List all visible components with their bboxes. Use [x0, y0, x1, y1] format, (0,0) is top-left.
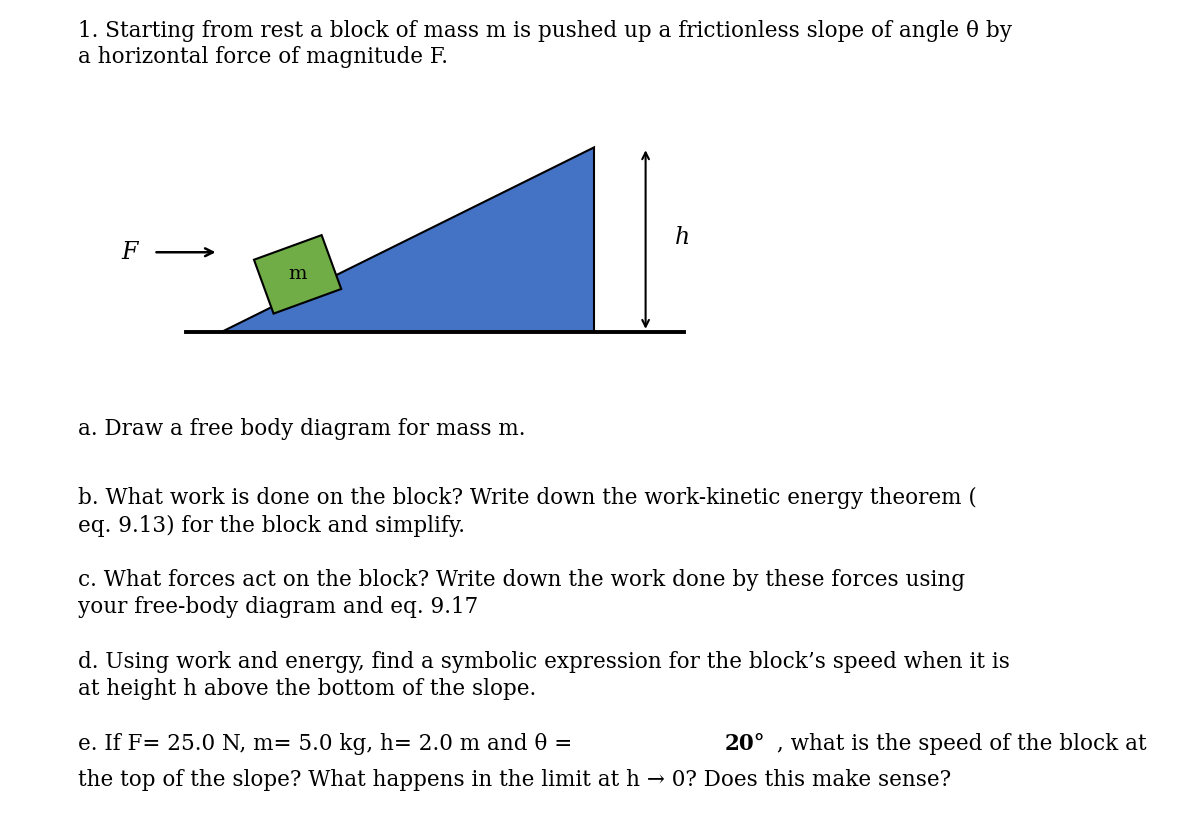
Text: , what is the speed of the block at: , what is the speed of the block at: [776, 733, 1146, 755]
Polygon shape: [222, 147, 594, 332]
Text: a. Draw a free body diagram for mass m.: a. Draw a free body diagram for mass m.: [78, 418, 526, 440]
Polygon shape: [254, 235, 341, 314]
Text: e. If F= 25.0 N, m= 5.0 kg, h= 2.0 m and θ =: e. If F= 25.0 N, m= 5.0 kg, h= 2.0 m and…: [78, 733, 580, 755]
Text: h: h: [674, 226, 690, 249]
Text: 20°: 20°: [725, 733, 766, 755]
Text: F: F: [121, 241, 138, 264]
Text: c. What forces act on the block? Write down the work done by these forces using
: c. What forces act on the block? Write d…: [78, 569, 965, 618]
Text: b. What work is done on the block? Write down the work-kinetic energy theorem (
: b. What work is done on the block? Write…: [78, 487, 977, 536]
Text: the top of the slope? What happens in the limit at h → 0? Does this make sense?: the top of the slope? What happens in th…: [78, 769, 952, 790]
Text: m: m: [288, 265, 307, 283]
Text: d. Using work and energy, find a symbolic expression for the block’s speed when : d. Using work and energy, find a symboli…: [78, 651, 1010, 700]
Text: 1. Starting from rest a block of mass m is pushed up a frictionless slope of ang: 1. Starting from rest a block of mass m …: [78, 20, 1012, 68]
